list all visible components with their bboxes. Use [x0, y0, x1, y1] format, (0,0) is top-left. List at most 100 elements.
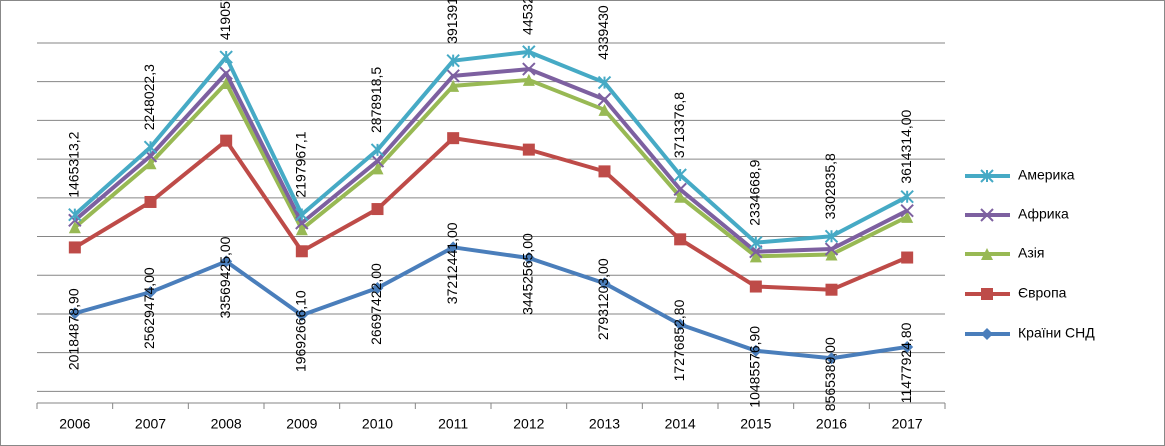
data-label: 2197967,1 — [293, 131, 309, 197]
data-label: 3913916,2 — [444, 0, 460, 44]
marker — [522, 62, 536, 76]
data-label: 3614314,00 — [898, 109, 914, 183]
marker — [522, 45, 536, 59]
data-label: 8565389,00 — [822, 337, 838, 411]
marker — [295, 207, 309, 222]
marker — [749, 235, 763, 250]
series-line — [73, 77, 909, 259]
data-label: 33569425,00 — [217, 236, 233, 318]
data-label: 2878918,5 — [368, 67, 384, 133]
data-label: 26697422,00 — [368, 263, 384, 345]
marker — [295, 309, 308, 322]
x-tick-label: 2014 — [665, 416, 696, 432]
marker — [597, 75, 612, 90]
marker — [749, 344, 762, 357]
marker — [749, 250, 762, 263]
marker — [522, 73, 535, 86]
marker — [900, 189, 914, 204]
x-tick-label: 2012 — [513, 416, 544, 432]
legend-label: Країни СНД — [1018, 325, 1095, 341]
marker — [68, 221, 81, 234]
data-label: 4453203,8 — [520, 0, 536, 35]
marker — [673, 168, 687, 182]
marker — [447, 132, 460, 145]
marker — [825, 248, 838, 261]
marker — [144, 286, 157, 299]
marker — [446, 53, 460, 68]
marker — [901, 340, 914, 353]
x-tick-label: 2011 — [438, 416, 468, 432]
marker — [522, 143, 535, 156]
marker — [220, 134, 233, 147]
marker — [674, 190, 687, 203]
marker — [598, 165, 611, 178]
marker — [295, 223, 308, 236]
marker — [825, 352, 838, 365]
marker — [143, 140, 158, 154]
marker — [220, 76, 233, 89]
marker — [674, 318, 687, 331]
marker — [981, 328, 993, 340]
series-line — [73, 136, 908, 292]
marker — [900, 203, 914, 218]
series-line — [73, 67, 909, 254]
marker — [824, 242, 839, 256]
marker — [674, 233, 687, 246]
marker — [144, 157, 157, 170]
x-tick-label: 2009 — [286, 416, 317, 432]
marker — [447, 79, 460, 92]
marker — [598, 103, 611, 116]
marker — [901, 251, 914, 264]
marker — [522, 252, 535, 265]
x-tick-label: 2017 — [892, 416, 923, 432]
legend-label: Європа — [1018, 285, 1067, 301]
data-label: 3713376,8 — [671, 92, 687, 158]
marker — [371, 203, 384, 216]
marker — [219, 50, 233, 64]
marker — [980, 208, 994, 222]
marker — [371, 162, 384, 175]
data-label: 4339430 — [595, 5, 611, 60]
marker — [824, 229, 839, 243]
marker — [980, 169, 994, 183]
data-label: 4190574,4 — [217, 0, 233, 40]
data-label: 37212441,00 — [444, 222, 460, 304]
data-label: 3302835,8 — [822, 153, 838, 219]
marker — [371, 282, 384, 295]
marker — [825, 283, 838, 296]
marker — [446, 69, 460, 83]
marker — [749, 280, 762, 293]
marker — [220, 255, 233, 268]
marker — [981, 288, 993, 300]
marker — [598, 277, 611, 290]
marker — [901, 210, 914, 223]
data-label: 20184878,90 — [66, 288, 82, 370]
x-tick-label: 2013 — [589, 416, 620, 432]
marker — [144, 195, 157, 208]
data-label: 25629474,00 — [141, 267, 157, 349]
data-label: 34452565,00 — [520, 233, 536, 315]
marker — [370, 154, 385, 168]
marker — [673, 182, 687, 197]
legend-label: Азія — [1018, 245, 1044, 261]
marker — [68, 307, 81, 320]
series-line — [74, 245, 908, 361]
marker — [597, 92, 612, 107]
legend-label: Африка — [1018, 206, 1069, 222]
legend-label: Америка — [1018, 167, 1075, 183]
marker — [68, 241, 81, 254]
marker — [981, 248, 993, 260]
series-line — [73, 49, 909, 245]
x-tick-label: 2016 — [816, 416, 847, 432]
data-label: 2334668,9 — [747, 159, 763, 225]
x-tick-label: 2008 — [211, 416, 242, 432]
data-label: 10485576,90 — [747, 326, 763, 408]
data-label: 27931203,00 — [595, 258, 611, 340]
data-label: 11477924,80 — [898, 322, 914, 403]
data-label: 2248022,3 — [141, 64, 157, 130]
x-tick-label: 2006 — [59, 416, 90, 432]
data-label: 17276852,80 — [671, 299, 687, 381]
marker — [447, 241, 460, 254]
